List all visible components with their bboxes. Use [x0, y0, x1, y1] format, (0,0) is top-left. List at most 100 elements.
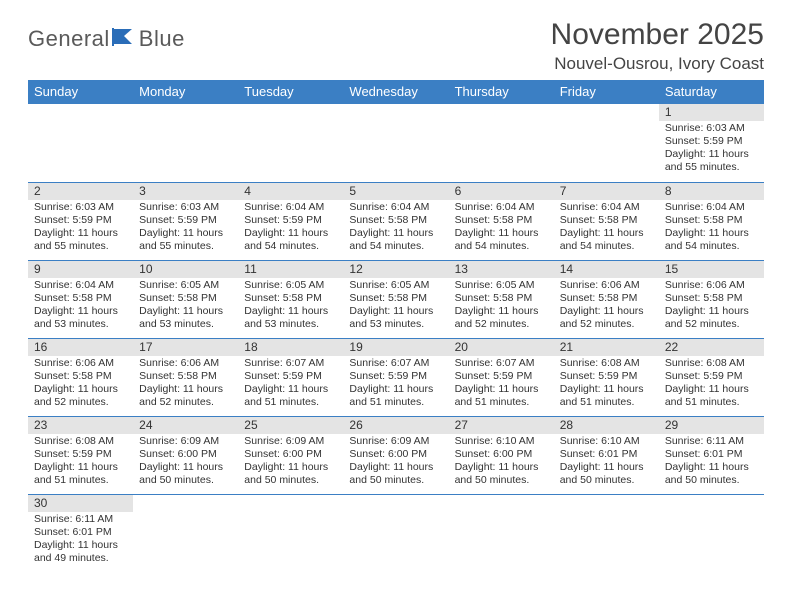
title-block: November 2025 Nouvel-Ousrou, Ivory Coast: [551, 18, 764, 74]
day-number: 8: [659, 183, 764, 200]
sunrise-line: Sunrise: 6:04 AM: [349, 201, 442, 214]
sunrise-line: Sunrise: 6:09 AM: [244, 435, 337, 448]
week-row: 16Sunrise: 6:06 AMSunset: 5:58 PMDayligh…: [28, 338, 764, 416]
day-details: Sunrise: 6:06 AMSunset: 5:58 PMDaylight:…: [28, 356, 133, 412]
day-number: 29: [659, 417, 764, 434]
sunset-line: Sunset: 5:59 PM: [560, 370, 653, 383]
sunrise-line: Sunrise: 6:06 AM: [665, 279, 758, 292]
daylight-line: Daylight: 11 hours and 55 minutes.: [139, 227, 232, 253]
day-cell: [133, 494, 238, 572]
daylight-line: Daylight: 11 hours and 53 minutes.: [349, 305, 442, 331]
day-details: Sunrise: 6:04 AMSunset: 5:58 PMDaylight:…: [28, 278, 133, 334]
col-saturday: Saturday: [659, 80, 764, 104]
day-number: 22: [659, 339, 764, 356]
day-details: Sunrise: 6:04 AMSunset: 5:58 PMDaylight:…: [449, 200, 554, 256]
daylight-line: Daylight: 11 hours and 52 minutes.: [139, 383, 232, 409]
daylight-line: Daylight: 11 hours and 50 minutes.: [244, 461, 337, 487]
daylight-line: Daylight: 11 hours and 54 minutes.: [349, 227, 442, 253]
daylight-line: Daylight: 11 hours and 51 minutes.: [665, 383, 758, 409]
sunset-line: Sunset: 5:59 PM: [349, 370, 442, 383]
day-number: 25: [238, 417, 343, 434]
week-row: 23Sunrise: 6:08 AMSunset: 5:59 PMDayligh…: [28, 416, 764, 494]
day-cell: 17Sunrise: 6:06 AMSunset: 5:58 PMDayligh…: [133, 338, 238, 416]
sunrise-line: Sunrise: 6:08 AM: [665, 357, 758, 370]
day-details: Sunrise: 6:11 AMSunset: 6:01 PMDaylight:…: [28, 512, 133, 568]
day-cell: 4Sunrise: 6:04 AMSunset: 5:59 PMDaylight…: [238, 182, 343, 260]
day-cell: [238, 494, 343, 572]
sunset-line: Sunset: 5:58 PM: [560, 292, 653, 305]
sunrise-line: Sunrise: 6:05 AM: [349, 279, 442, 292]
sunrise-line: Sunrise: 6:08 AM: [34, 435, 127, 448]
col-friday: Friday: [554, 80, 659, 104]
day-details: Sunrise: 6:06 AMSunset: 5:58 PMDaylight:…: [659, 278, 764, 334]
daylight-line: Daylight: 11 hours and 51 minutes.: [349, 383, 442, 409]
logo: General Blue: [28, 26, 185, 52]
day-number: 19: [343, 339, 448, 356]
day-details: Sunrise: 6:03 AMSunset: 5:59 PMDaylight:…: [28, 200, 133, 256]
sunset-line: Sunset: 5:58 PM: [349, 292, 442, 305]
col-monday: Monday: [133, 80, 238, 104]
sunrise-line: Sunrise: 6:06 AM: [139, 357, 232, 370]
sunset-line: Sunset: 5:58 PM: [139, 370, 232, 383]
sunrise-line: Sunrise: 6:07 AM: [455, 357, 548, 370]
day-cell: [343, 494, 448, 572]
daylight-line: Daylight: 11 hours and 50 minutes.: [665, 461, 758, 487]
day-number: 7: [554, 183, 659, 200]
day-number: 3: [133, 183, 238, 200]
day-cell: [449, 494, 554, 572]
day-number: 18: [238, 339, 343, 356]
daylight-line: Daylight: 11 hours and 55 minutes.: [34, 227, 127, 253]
sunrise-line: Sunrise: 6:03 AM: [665, 122, 758, 135]
day-number: 20: [449, 339, 554, 356]
sunset-line: Sunset: 5:59 PM: [244, 214, 337, 227]
day-cell: 23Sunrise: 6:08 AMSunset: 5:59 PMDayligh…: [28, 416, 133, 494]
day-cell: 13Sunrise: 6:05 AMSunset: 5:58 PMDayligh…: [449, 260, 554, 338]
day-cell: 25Sunrise: 6:09 AMSunset: 6:00 PMDayligh…: [238, 416, 343, 494]
day-cell: 6Sunrise: 6:04 AMSunset: 5:58 PMDaylight…: [449, 182, 554, 260]
sunset-line: Sunset: 5:58 PM: [455, 214, 548, 227]
day-cell: 30Sunrise: 6:11 AMSunset: 6:01 PMDayligh…: [28, 494, 133, 572]
day-cell: 7Sunrise: 6:04 AMSunset: 5:58 PMDaylight…: [554, 182, 659, 260]
day-details: Sunrise: 6:05 AMSunset: 5:58 PMDaylight:…: [238, 278, 343, 334]
daylight-line: Daylight: 11 hours and 51 minutes.: [455, 383, 548, 409]
day-cell: [659, 494, 764, 572]
sunrise-line: Sunrise: 6:06 AM: [560, 279, 653, 292]
day-number: 26: [343, 417, 448, 434]
day-number: 4: [238, 183, 343, 200]
day-number: 21: [554, 339, 659, 356]
calendar-body: 1Sunrise: 6:03 AMSunset: 5:59 PMDaylight…: [28, 104, 764, 572]
daylight-line: Daylight: 11 hours and 51 minutes.: [244, 383, 337, 409]
day-details: Sunrise: 6:11 AMSunset: 6:01 PMDaylight:…: [659, 434, 764, 490]
sunrise-line: Sunrise: 6:04 AM: [244, 201, 337, 214]
day-cell: 27Sunrise: 6:10 AMSunset: 6:00 PMDayligh…: [449, 416, 554, 494]
day-cell: 11Sunrise: 6:05 AMSunset: 5:58 PMDayligh…: [238, 260, 343, 338]
daylight-line: Daylight: 11 hours and 54 minutes.: [560, 227, 653, 253]
daylight-line: Daylight: 11 hours and 52 minutes.: [455, 305, 548, 331]
flag-icon: [112, 27, 138, 52]
week-row: 2Sunrise: 6:03 AMSunset: 5:59 PMDaylight…: [28, 182, 764, 260]
sunrise-line: Sunrise: 6:05 AM: [455, 279, 548, 292]
day-number: 17: [133, 339, 238, 356]
day-cell: [554, 494, 659, 572]
sunset-line: Sunset: 5:59 PM: [665, 135, 758, 148]
day-details: Sunrise: 6:09 AMSunset: 6:00 PMDaylight:…: [238, 434, 343, 490]
sunset-line: Sunset: 5:59 PM: [139, 214, 232, 227]
day-cell: [238, 104, 343, 182]
day-details: Sunrise: 6:07 AMSunset: 5:59 PMDaylight:…: [449, 356, 554, 412]
day-cell: 15Sunrise: 6:06 AMSunset: 5:58 PMDayligh…: [659, 260, 764, 338]
day-cell: 1Sunrise: 6:03 AMSunset: 5:59 PMDaylight…: [659, 104, 764, 182]
day-details: Sunrise: 6:03 AMSunset: 5:59 PMDaylight:…: [659, 121, 764, 177]
day-details: Sunrise: 6:07 AMSunset: 5:59 PMDaylight:…: [343, 356, 448, 412]
day-details: Sunrise: 6:06 AMSunset: 5:58 PMDaylight:…: [554, 278, 659, 334]
daylight-line: Daylight: 11 hours and 54 minutes.: [455, 227, 548, 253]
sunrise-line: Sunrise: 6:07 AM: [349, 357, 442, 370]
header-row: Sunday Monday Tuesday Wednesday Thursday…: [28, 80, 764, 104]
daylight-line: Daylight: 11 hours and 50 minutes.: [349, 461, 442, 487]
sunset-line: Sunset: 6:01 PM: [34, 526, 127, 539]
day-number: 28: [554, 417, 659, 434]
day-details: Sunrise: 6:09 AMSunset: 6:00 PMDaylight:…: [133, 434, 238, 490]
day-details: Sunrise: 6:08 AMSunset: 5:59 PMDaylight:…: [28, 434, 133, 490]
day-details: Sunrise: 6:05 AMSunset: 5:58 PMDaylight:…: [343, 278, 448, 334]
daylight-line: Daylight: 11 hours and 52 minutes.: [665, 305, 758, 331]
week-row: 9Sunrise: 6:04 AMSunset: 5:58 PMDaylight…: [28, 260, 764, 338]
